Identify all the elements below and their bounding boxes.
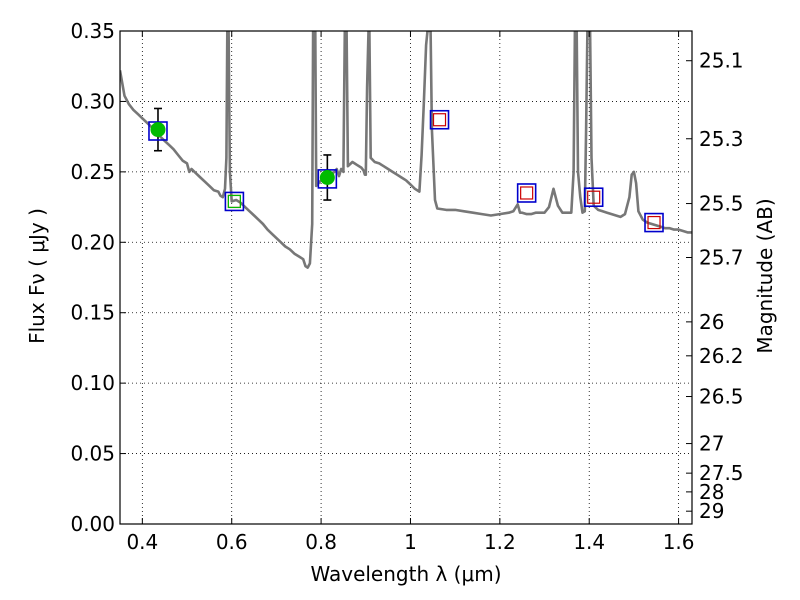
right-tick-label: 25.3 bbox=[699, 127, 744, 151]
x-tick-label: 1.4 bbox=[573, 530, 605, 554]
right-tick-label: 26.5 bbox=[699, 385, 744, 409]
x-tick-label: 1.2 bbox=[484, 530, 516, 554]
right-tick-label: 27 bbox=[699, 432, 724, 456]
x-tick-label: 1 bbox=[404, 530, 417, 554]
y-tick-label: 0.30 bbox=[70, 89, 115, 113]
upper-limit-square bbox=[647, 215, 661, 230]
model-square bbox=[644, 212, 664, 233]
model-square bbox=[583, 187, 604, 208]
y-tick-label: 0.10 bbox=[70, 371, 115, 395]
observed-limit-square bbox=[227, 194, 241, 209]
x-axis-ticks: 0.4 0.6 0.8 1 1.2 1.4 1.6 bbox=[126, 31, 695, 554]
observed-point bbox=[150, 122, 166, 138]
grid bbox=[120, 31, 692, 524]
x-axis-title: Wavelength λ (μm) bbox=[310, 562, 501, 586]
right-tick-label: 25.1 bbox=[699, 49, 744, 73]
right-tick-label: 27.5 bbox=[699, 461, 744, 485]
x-tick-label: 0.4 bbox=[126, 530, 158, 554]
right-axis-title: Magnitude (AB) bbox=[753, 198, 777, 353]
right-tick-label: 25.7 bbox=[699, 245, 744, 269]
observed-point bbox=[319, 169, 335, 185]
upper-limit-square bbox=[432, 113, 447, 127]
x-tick-label: 0.8 bbox=[305, 530, 337, 554]
upper-limit-square bbox=[587, 190, 601, 204]
model-square bbox=[148, 121, 168, 141]
y-tick-label: 0.15 bbox=[70, 301, 115, 325]
right-tick-label: 26 bbox=[699, 310, 724, 334]
right-tick-label: 29 bbox=[699, 499, 724, 523]
model-square bbox=[516, 183, 537, 203]
model-square bbox=[224, 191, 245, 212]
y-axis-ticks: 0.00 0.05 0.10 0.15 0.20 0.25 0.30 0.35 bbox=[70, 19, 126, 536]
photometry-markers bbox=[148, 107, 664, 233]
upper-limit-square bbox=[520, 186, 534, 200]
plot-frame bbox=[119, 30, 693, 525]
y-tick-label: 0.05 bbox=[70, 442, 115, 466]
model-square bbox=[317, 169, 338, 189]
right-tick-label: 25.5 bbox=[699, 192, 744, 216]
x-tick-label: 0.6 bbox=[216, 530, 248, 554]
x-tick-label: 1.6 bbox=[663, 530, 695, 554]
model-square bbox=[429, 109, 450, 130]
right-tick-label: 26.2 bbox=[699, 344, 744, 368]
right-tick-label: 28 bbox=[699, 480, 724, 504]
y-tick-label: 0.25 bbox=[70, 160, 115, 184]
template-spectrum bbox=[120, 31, 692, 269]
y-tick-label: 0.00 bbox=[70, 512, 115, 536]
spectrum-line bbox=[120, 31, 692, 269]
y-tick-label: 0.20 bbox=[70, 230, 115, 254]
y-axis-title: Flux Fν ( μJy ) bbox=[25, 208, 49, 344]
y-tick-label: 0.35 bbox=[70, 19, 115, 43]
